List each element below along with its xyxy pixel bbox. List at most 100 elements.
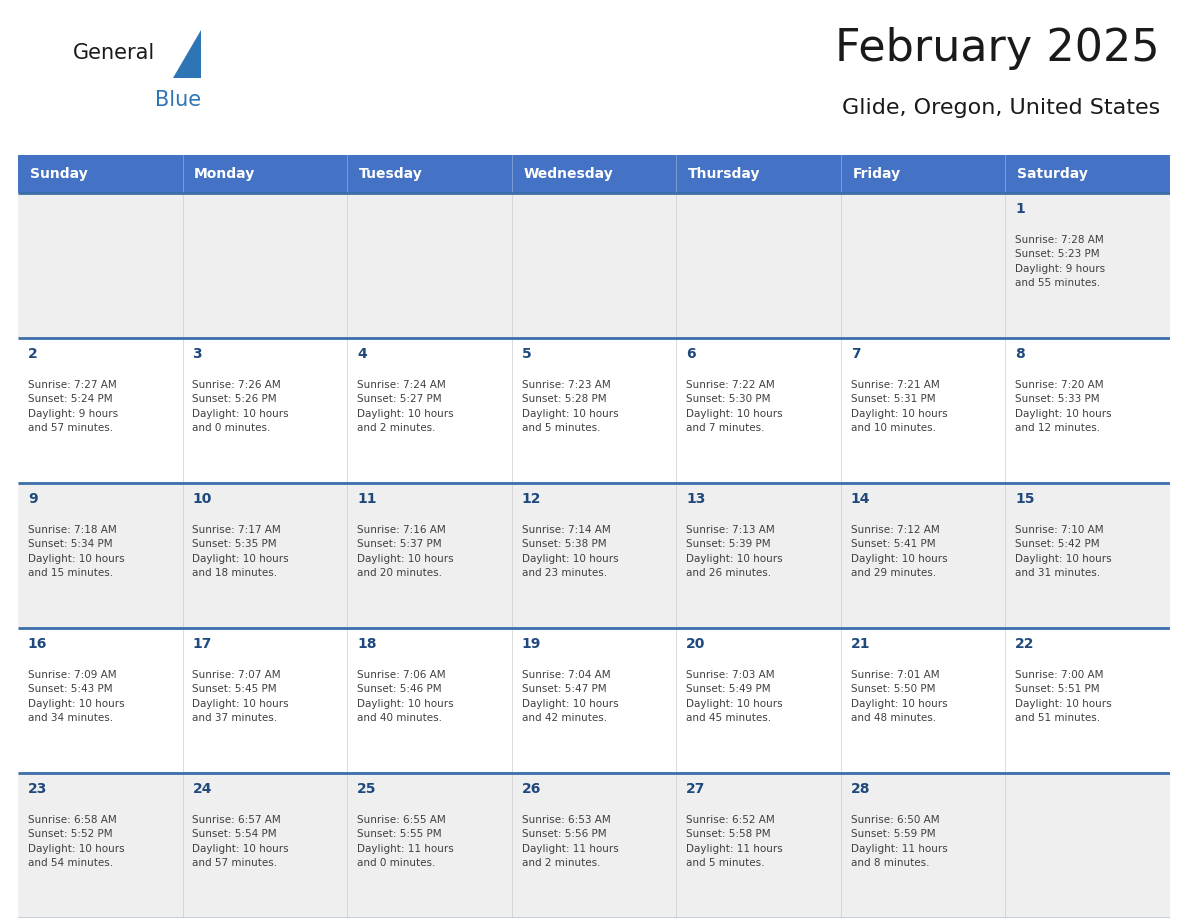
Text: 4: 4 [358,347,367,361]
Text: 12: 12 [522,492,541,506]
Bar [676,773,841,918]
Text: Glide, Oregon, United States: Glide, Oregon, United States [842,98,1159,118]
Bar [1005,773,1170,918]
Bar [512,628,676,773]
Text: 17: 17 [192,637,211,651]
Text: Tuesday: Tuesday [359,167,423,181]
Bar [18,628,183,773]
Text: Sunrise: 7:27 AM
Sunset: 5:24 PM
Daylight: 9 hours
and 57 minutes.: Sunrise: 7:27 AM Sunset: 5:24 PM Dayligh… [27,380,118,433]
Bar [676,155,841,193]
Text: Sunrise: 7:23 AM
Sunset: 5:28 PM
Daylight: 10 hours
and 5 minutes.: Sunrise: 7:23 AM Sunset: 5:28 PM Dayligh… [522,380,618,433]
Text: 27: 27 [687,782,706,796]
Text: Sunrise: 6:55 AM
Sunset: 5:55 PM
Daylight: 11 hours
and 0 minutes.: Sunrise: 6:55 AM Sunset: 5:55 PM Dayligh… [358,815,454,868]
Bar [841,155,1005,193]
Text: 18: 18 [358,637,377,651]
Bar [676,628,841,773]
Bar [347,338,512,483]
Bar [183,155,347,193]
Bar [18,338,183,483]
Bar [841,628,1005,773]
Text: Sunrise: 7:13 AM
Sunset: 5:39 PM
Daylight: 10 hours
and 26 minutes.: Sunrise: 7:13 AM Sunset: 5:39 PM Dayligh… [687,525,783,578]
Text: 3: 3 [192,347,202,361]
Text: Sunrise: 6:50 AM
Sunset: 5:59 PM
Daylight: 11 hours
and 8 minutes.: Sunrise: 6:50 AM Sunset: 5:59 PM Dayligh… [851,815,948,868]
Text: 22: 22 [1016,637,1035,651]
Bar [183,338,347,483]
Text: Sunrise: 7:06 AM
Sunset: 5:46 PM
Daylight: 10 hours
and 40 minutes.: Sunrise: 7:06 AM Sunset: 5:46 PM Dayligh… [358,670,454,723]
Bar [18,155,183,193]
Bar [1005,483,1170,628]
Text: 24: 24 [192,782,211,796]
Text: Sunrise: 7:21 AM
Sunset: 5:31 PM
Daylight: 10 hours
and 10 minutes.: Sunrise: 7:21 AM Sunset: 5:31 PM Dayligh… [851,380,947,433]
Bar [347,193,512,338]
Text: 1: 1 [1016,202,1025,216]
Bar [347,483,512,628]
Bar [841,483,1005,628]
Text: General: General [72,43,156,63]
Text: 2: 2 [27,347,38,361]
Text: 11: 11 [358,492,377,506]
Text: Sunrise: 7:16 AM
Sunset: 5:37 PM
Daylight: 10 hours
and 20 minutes.: Sunrise: 7:16 AM Sunset: 5:37 PM Dayligh… [358,525,454,578]
Bar [1005,193,1170,338]
Text: Sunrise: 7:26 AM
Sunset: 5:26 PM
Daylight: 10 hours
and 0 minutes.: Sunrise: 7:26 AM Sunset: 5:26 PM Dayligh… [192,380,289,433]
Bar [183,193,347,338]
Text: Friday: Friday [852,167,901,181]
Text: Wednesday: Wednesday [523,167,613,181]
Text: February 2025: February 2025 [835,27,1159,70]
Text: Sunrise: 6:57 AM
Sunset: 5:54 PM
Daylight: 10 hours
and 57 minutes.: Sunrise: 6:57 AM Sunset: 5:54 PM Dayligh… [192,815,289,868]
Bar [347,773,512,918]
Bar [512,155,676,193]
Text: 19: 19 [522,637,541,651]
Text: Sunrise: 7:20 AM
Sunset: 5:33 PM
Daylight: 10 hours
and 12 minutes.: Sunrise: 7:20 AM Sunset: 5:33 PM Dayligh… [1016,380,1112,433]
Bar [183,773,347,918]
Text: 8: 8 [1016,347,1025,361]
Text: 10: 10 [192,492,211,506]
Bar [841,338,1005,483]
Bar [183,483,347,628]
Text: 13: 13 [687,492,706,506]
Text: 16: 16 [27,637,48,651]
Bar [347,628,512,773]
Bar [841,773,1005,918]
Text: Sunrise: 7:07 AM
Sunset: 5:45 PM
Daylight: 10 hours
and 37 minutes.: Sunrise: 7:07 AM Sunset: 5:45 PM Dayligh… [192,670,289,723]
Text: Sunrise: 7:04 AM
Sunset: 5:47 PM
Daylight: 10 hours
and 42 minutes.: Sunrise: 7:04 AM Sunset: 5:47 PM Dayligh… [522,670,618,723]
Text: Sunrise: 7:24 AM
Sunset: 5:27 PM
Daylight: 10 hours
and 2 minutes.: Sunrise: 7:24 AM Sunset: 5:27 PM Dayligh… [358,380,454,433]
Text: Sunrise: 6:52 AM
Sunset: 5:58 PM
Daylight: 11 hours
and 5 minutes.: Sunrise: 6:52 AM Sunset: 5:58 PM Dayligh… [687,815,783,868]
Bar [841,193,1005,338]
Text: Sunrise: 7:12 AM
Sunset: 5:41 PM
Daylight: 10 hours
and 29 minutes.: Sunrise: 7:12 AM Sunset: 5:41 PM Dayligh… [851,525,947,578]
Bar [18,483,183,628]
Bar [512,193,676,338]
Text: 28: 28 [851,782,871,796]
Bar [1005,628,1170,773]
Text: Saturday: Saturday [1017,167,1088,181]
Bar [512,483,676,628]
Bar [1005,338,1170,483]
Polygon shape [173,30,201,78]
Text: 21: 21 [851,637,871,651]
Text: Sunrise: 7:22 AM
Sunset: 5:30 PM
Daylight: 10 hours
and 7 minutes.: Sunrise: 7:22 AM Sunset: 5:30 PM Dayligh… [687,380,783,433]
Text: Sunrise: 6:58 AM
Sunset: 5:52 PM
Daylight: 10 hours
and 54 minutes.: Sunrise: 6:58 AM Sunset: 5:52 PM Dayligh… [27,815,125,868]
Bar [183,628,347,773]
Bar [347,155,512,193]
Text: Sunrise: 6:53 AM
Sunset: 5:56 PM
Daylight: 11 hours
and 2 minutes.: Sunrise: 6:53 AM Sunset: 5:56 PM Dayligh… [522,815,618,868]
Text: Sunrise: 7:10 AM
Sunset: 5:42 PM
Daylight: 10 hours
and 31 minutes.: Sunrise: 7:10 AM Sunset: 5:42 PM Dayligh… [1016,525,1112,578]
Text: Sunrise: 7:18 AM
Sunset: 5:34 PM
Daylight: 10 hours
and 15 minutes.: Sunrise: 7:18 AM Sunset: 5:34 PM Dayligh… [27,525,125,578]
Bar [676,483,841,628]
Text: Sunrise: 7:28 AM
Sunset: 5:23 PM
Daylight: 9 hours
and 55 minutes.: Sunrise: 7:28 AM Sunset: 5:23 PM Dayligh… [1016,235,1105,288]
Text: Sunrise: 7:17 AM
Sunset: 5:35 PM
Daylight: 10 hours
and 18 minutes.: Sunrise: 7:17 AM Sunset: 5:35 PM Dayligh… [192,525,289,578]
Bar [676,338,841,483]
Text: 9: 9 [27,492,38,506]
Text: Sunday: Sunday [30,167,87,181]
Text: 15: 15 [1016,492,1035,506]
Bar [18,773,183,918]
Text: 14: 14 [851,492,871,506]
Bar [512,773,676,918]
Text: Sunrise: 7:00 AM
Sunset: 5:51 PM
Daylight: 10 hours
and 51 minutes.: Sunrise: 7:00 AM Sunset: 5:51 PM Dayligh… [1016,670,1112,723]
Text: 7: 7 [851,347,860,361]
Text: Sunrise: 7:14 AM
Sunset: 5:38 PM
Daylight: 10 hours
and 23 minutes.: Sunrise: 7:14 AM Sunset: 5:38 PM Dayligh… [522,525,618,578]
Text: 6: 6 [687,347,696,361]
Text: Sunrise: 7:01 AM
Sunset: 5:50 PM
Daylight: 10 hours
and 48 minutes.: Sunrise: 7:01 AM Sunset: 5:50 PM Dayligh… [851,670,947,723]
Text: 23: 23 [27,782,48,796]
Bar [1005,155,1170,193]
Text: Thursday: Thursday [688,167,760,181]
Text: Monday: Monday [194,167,255,181]
